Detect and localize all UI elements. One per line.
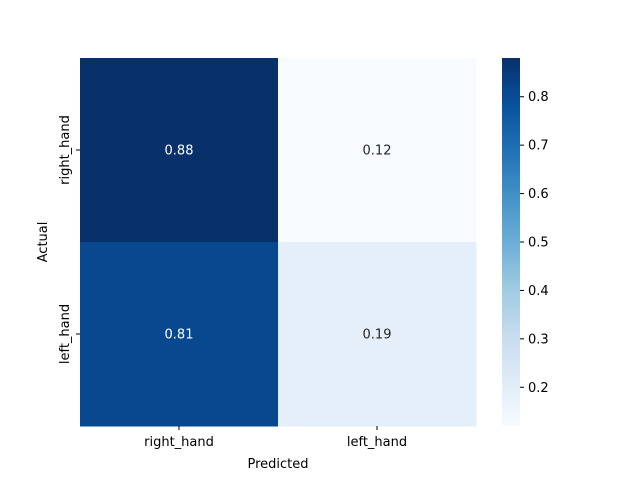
y-axis-label: Actual (36, 222, 51, 263)
colorbar-gradient (502, 58, 520, 426)
x-tick-label: right_hand (144, 435, 214, 450)
colorbar-tick-label: 0.4 (528, 284, 549, 299)
cell-value-label: 0.19 (363, 328, 392, 343)
heatmap-cell-labels: 0.88 0.12 0.81 0.19 (165, 144, 392, 343)
heatmap-cell-right_hand-left_hand (278, 58, 477, 243)
x-tick-label: left_hand (347, 435, 407, 450)
y-tick-label: right_hand (58, 115, 73, 185)
x-axis-label: Predicted (247, 457, 308, 472)
colorbar-tick-label: 0.5 (528, 236, 549, 251)
heatmap-cells (80, 58, 477, 427)
heatmap-cell-right_hand-right_hand (80, 58, 279, 243)
heatmap-cell-left_hand-left_hand (278, 242, 477, 427)
colorbar-tick-label: 0.6 (528, 187, 549, 202)
y-axis: right_hand left_hand (58, 115, 80, 364)
colorbar-tick-label: 0.3 (528, 332, 549, 347)
colorbar-tick-label: 0.7 (528, 139, 549, 154)
colorbar: 0.2 0.3 0.4 0.5 0.6 0.7 0.8 (502, 58, 549, 426)
colorbar-tick-label: 0.8 (528, 90, 549, 105)
cell-value-label: 0.88 (165, 144, 194, 159)
y-tick-label: left_hand (58, 304, 73, 364)
cell-value-label: 0.81 (165, 328, 194, 343)
heatmap-cell-left_hand-right_hand (80, 242, 279, 427)
x-axis: right_hand left_hand (144, 426, 407, 450)
cell-value-label: 0.12 (363, 144, 392, 159)
colorbar-tick-label: 0.2 (528, 381, 549, 396)
